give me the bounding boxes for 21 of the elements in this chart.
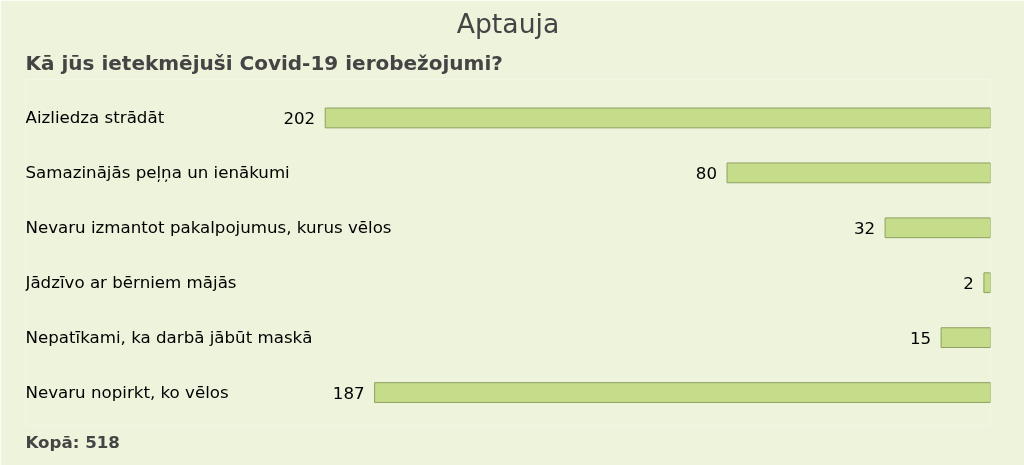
y-tick-label: Nepatīkami, ka darbā jābūt maskā: [25, 328, 313, 348]
data-label: 32: [853, 218, 876, 238]
data-label: 202: [283, 108, 316, 128]
bar: [374, 382, 991, 403]
data-label: 187: [332, 383, 365, 403]
data-label: 2: [963, 273, 974, 293]
bar: [324, 107, 991, 129]
y-tick-label: Nevaru nopirkt, ko vēlos: [25, 383, 229, 403]
bar: [983, 272, 991, 294]
chart-title: Aptauja: [456, 7, 560, 39]
y-tick-label: Nevaru izmantot pakalpojumus, kurus vēlos: [25, 218, 392, 238]
data-label: 80: [695, 163, 718, 183]
y-tick-label: Aizliedza strādāt: [25, 108, 165, 128]
y-tick-label: Jādzīvo ar bērniem mājās: [24, 273, 237, 293]
bar: [940, 327, 991, 349]
chart-subtitle: Kā jūs ietekmējuši Covid-19 ierobežojumi?: [25, 50, 503, 75]
y-tick-label: Samazinājās peļņa un ienākumi: [25, 163, 290, 183]
data-label: 15: [909, 328, 932, 348]
text: Kopā: 518: [25, 432, 120, 452]
bar: [726, 162, 991, 184]
bar: [884, 217, 991, 239]
